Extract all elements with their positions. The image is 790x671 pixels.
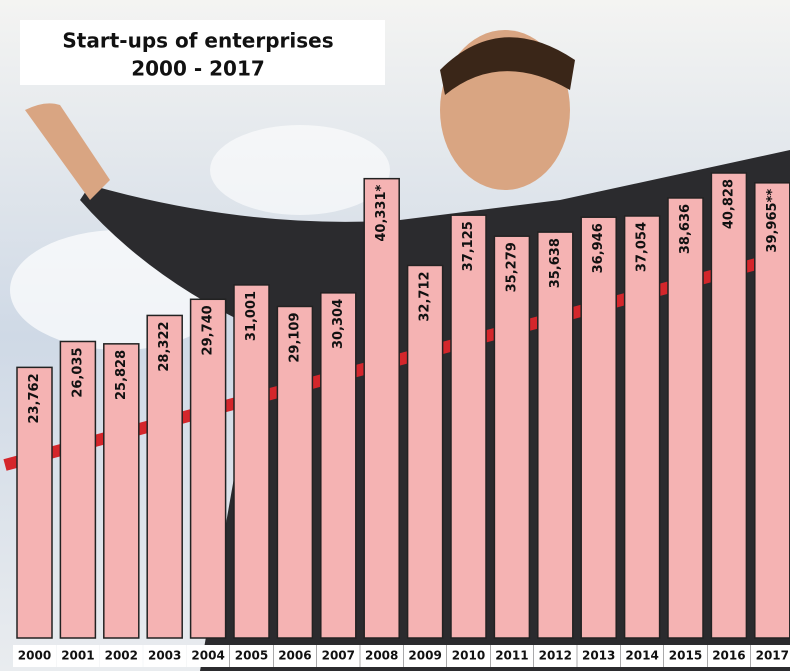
x-tick-label: 2010 xyxy=(452,649,485,663)
value-label: 25,828 xyxy=(114,350,129,400)
x-tick-label: 2014 xyxy=(625,649,658,663)
value-label: 31,001 xyxy=(244,291,259,341)
chart: Start-ups of enterprises 2000 - 2017 23,… xyxy=(0,0,790,671)
x-tick-label: 2001 xyxy=(61,649,94,663)
bar xyxy=(711,173,746,638)
x-tick-label: 2012 xyxy=(539,649,572,663)
value-label: 40,828 xyxy=(721,179,736,229)
bar xyxy=(581,217,616,638)
chart-subtitle: 2000 - 2017 xyxy=(131,57,265,81)
bar xyxy=(625,216,660,638)
value-label: 28,322 xyxy=(157,321,172,371)
value-label: 23,762 xyxy=(27,373,42,423)
x-tick-label: 2002 xyxy=(105,649,138,663)
value-label: 36,946 xyxy=(591,223,606,273)
x-tick-label: 2008 xyxy=(365,649,398,663)
bar xyxy=(494,236,529,638)
value-label: 26,035 xyxy=(70,347,85,397)
cloud xyxy=(210,125,390,215)
x-tick-label: 2011 xyxy=(495,649,528,663)
value-label: 38,636 xyxy=(678,204,693,254)
x-tick-label: 2015 xyxy=(669,649,702,663)
bar xyxy=(538,232,573,638)
value-label: 35,279 xyxy=(504,242,519,292)
value-label: 37,125 xyxy=(461,221,476,271)
x-tick-label: 2016 xyxy=(712,649,745,663)
bar xyxy=(364,179,399,638)
value-label: 37,054 xyxy=(635,222,650,272)
value-label: 39,965** xyxy=(765,189,780,253)
x-tick-label: 2006 xyxy=(278,649,311,663)
x-tick-label: 2004 xyxy=(191,649,224,663)
bar xyxy=(451,215,486,638)
x-tick-label: 2017 xyxy=(756,649,789,663)
x-tick-label: 2007 xyxy=(322,649,355,663)
value-label: 29,109 xyxy=(287,312,302,362)
chart-title: Start-ups of enterprises xyxy=(62,29,333,53)
value-label: 35,638 xyxy=(548,238,563,288)
bar xyxy=(668,198,703,638)
value-label: 40,331* xyxy=(374,184,389,241)
x-tick-label: 2005 xyxy=(235,649,268,663)
value-label: 29,740 xyxy=(201,305,216,355)
x-tick-label: 2013 xyxy=(582,649,615,663)
value-label: 30,304 xyxy=(331,299,346,349)
value-label: 32,712 xyxy=(418,271,433,321)
x-tick-label: 2003 xyxy=(148,649,181,663)
x-tick-label: 2000 xyxy=(18,649,51,663)
x-tick-label: 2009 xyxy=(408,649,441,663)
